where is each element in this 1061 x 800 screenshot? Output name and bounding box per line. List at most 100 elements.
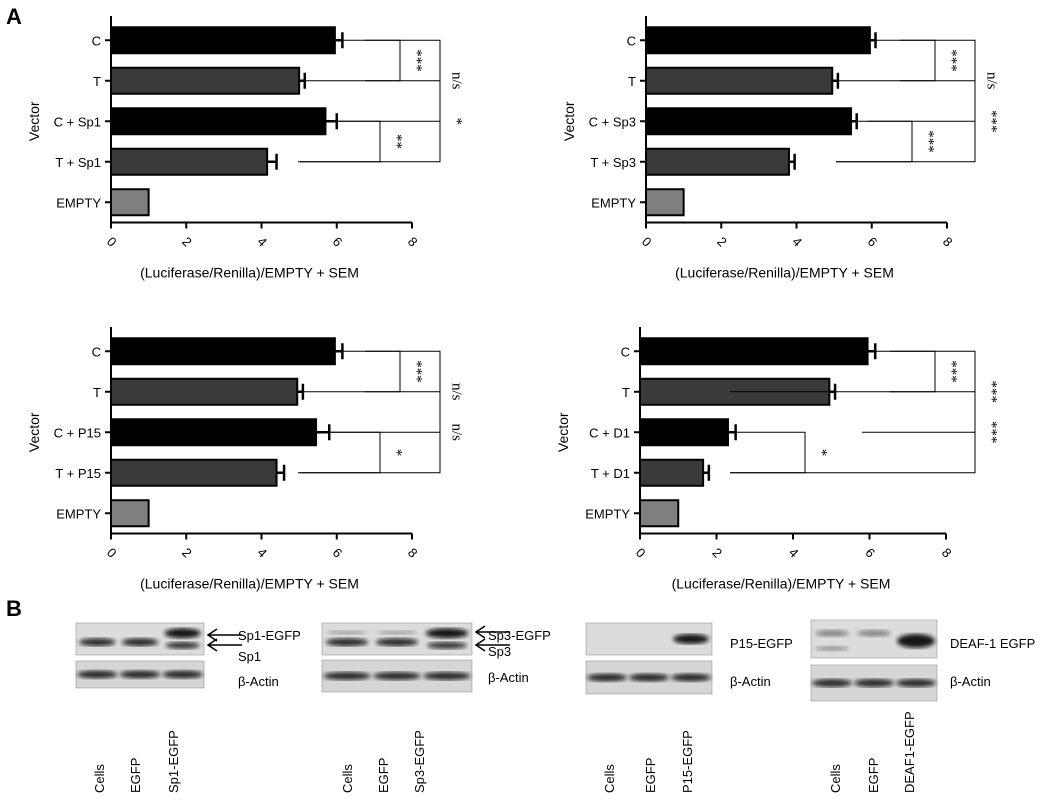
category-label: T + D1 (591, 466, 630, 481)
band-label: Sp3-EGFP (488, 628, 551, 643)
blot-band (119, 670, 161, 679)
category-label: T (628, 74, 636, 89)
blot-band (896, 679, 936, 687)
x-axis-label: (Luciferase/Renilla)/EMPTY + SEM (140, 265, 359, 281)
panel-label-a: A (6, 4, 22, 29)
category-label: T (93, 385, 101, 400)
lane-label: Cells (828, 764, 843, 793)
bar (110, 147, 269, 176)
significance-label: n/s (984, 72, 1000, 90)
y-axis-label: Vector (26, 101, 42, 141)
bar (110, 458, 278, 487)
band-label: β-Actin (950, 674, 991, 689)
bar (110, 499, 150, 528)
band-label: Sp1 (238, 649, 261, 664)
significance-bracket (836, 80, 976, 163)
category-label: C (92, 33, 101, 48)
significance-bracket (730, 431, 806, 474)
significance-label: *** (984, 110, 1000, 133)
bar-chart-1: 0 2 4 6 8 C T C + Sp1 T + Sp1 EMPTY (Luciferase/Re… (26, 16, 465, 281)
x-tick-label: 8 (939, 545, 955, 561)
blot-band (165, 641, 200, 649)
x-tick-label: 2 (714, 234, 730, 250)
lane-label: Cells (340, 764, 355, 793)
bar (110, 188, 150, 217)
bar (639, 418, 729, 447)
x-tick-label: 0 (104, 234, 120, 250)
blot-band (815, 629, 849, 637)
category-label: T + P15 (55, 466, 101, 481)
significance-label: *** (984, 381, 1000, 404)
significance-label: * (449, 118, 465, 126)
category-label: C + D1 (589, 425, 630, 440)
category-label: EMPTY (585, 506, 630, 521)
blot-band (375, 638, 419, 647)
blot-band (854, 679, 894, 687)
x-tick-label: 4 (789, 234, 805, 250)
category-label: C (92, 344, 101, 359)
category-label: T + Sp1 (55, 155, 101, 170)
band-label: DEAF-1 EGFP (950, 636, 1035, 651)
category-label: EMPTY (56, 195, 101, 210)
x-tick-label: 0 (104, 545, 120, 561)
bar (645, 147, 790, 176)
blot-band (673, 634, 709, 644)
significance-label: *** (944, 360, 960, 383)
band-label: Sp3 (488, 644, 511, 659)
lane-label: Sp3-EGFP (412, 730, 427, 793)
x-tick-label: 8 (405, 234, 421, 250)
blot-band (857, 629, 891, 637)
bar (110, 26, 336, 55)
significance-bracket (298, 391, 441, 474)
bar (110, 66, 301, 95)
bar-chart-4: 0 2 4 6 8 C T C + D1 T + D1 EMPTY (Luciferase/Reni… (555, 327, 1000, 592)
significance-label: n/s (449, 423, 465, 441)
lane-label: DEAF1-EGFP (902, 711, 917, 793)
bar (639, 337, 869, 366)
arrow-head (474, 638, 486, 652)
category-label: EMPTY (56, 506, 101, 521)
blot-band (427, 641, 467, 649)
lane-label: EGFP (128, 758, 143, 793)
western-blot-4: DEAF-1 EGFP β-Actin Cells EGFP DEAF1-EGFP (810, 619, 1035, 793)
significance-bracket (900, 39, 936, 82)
y-axis-label: Vector (561, 101, 577, 141)
bar-chart-2: 0 2 4 6 8 C T C + Sp3 T + Sp3 EMPTY (Luciferase/Re… (561, 16, 1000, 281)
blot-band (897, 633, 935, 648)
x-tick-label: 8 (940, 234, 956, 250)
blot-band (121, 638, 159, 647)
significance-label: *** (921, 130, 937, 153)
blot-band (327, 630, 367, 635)
category-label: C + Sp3 (589, 114, 636, 129)
bar (110, 337, 336, 366)
blot-band (423, 672, 471, 680)
category-label: EMPTY (591, 195, 636, 210)
blot-band (671, 673, 711, 682)
blot-band (812, 679, 852, 687)
blot-band (377, 630, 417, 635)
x-tick-label: 2 (179, 234, 195, 250)
blot-band (162, 670, 203, 679)
significance-label: n/s (449, 383, 465, 401)
bar (645, 188, 685, 217)
arrow-head (206, 638, 218, 652)
x-tick-label: 6 (330, 545, 346, 561)
x-tick-label: 0 (633, 545, 649, 561)
band-label: β-Actin (730, 674, 771, 689)
significance-label: n/s (449, 72, 465, 90)
bar (645, 107, 853, 136)
band-label: β-Actin (488, 670, 529, 685)
significance-bracket (365, 39, 401, 82)
bar (639, 458, 705, 487)
arrow-head (474, 625, 486, 639)
lane-label: EGFP (376, 758, 391, 793)
lane-label: EGFP (866, 758, 881, 793)
band-label: Sp1-EGFP (238, 628, 301, 643)
blot-band (323, 672, 371, 680)
x-axis-label: (Luciferase/Renilla)/EMPTY + SEM (672, 576, 891, 592)
blot-band (373, 672, 421, 680)
significance-label: * (814, 449, 830, 457)
x-tick-label: 6 (865, 234, 881, 250)
